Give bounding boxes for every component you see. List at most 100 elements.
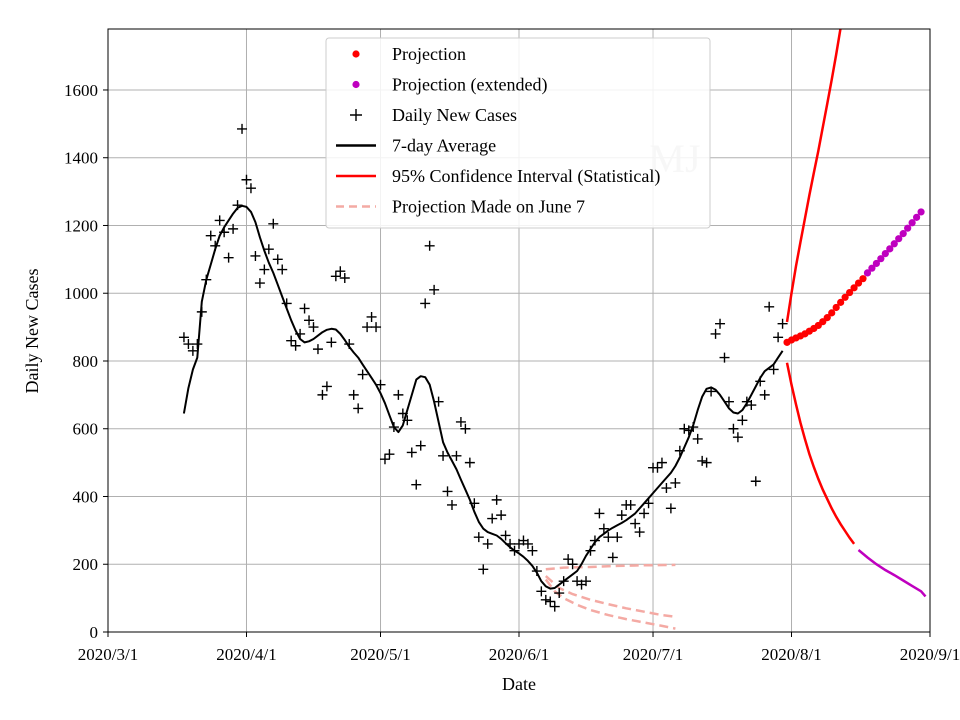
- daily-case-point: [446, 499, 457, 510]
- y-tick-label: 1400: [64, 149, 98, 168]
- y-tick-label: 800: [73, 352, 99, 371]
- daily-case-point: [187, 345, 198, 356]
- daily-case-point: [710, 328, 721, 339]
- y-tick-label: 1600: [64, 81, 98, 100]
- daily-case-point: [643, 498, 654, 509]
- daily-case-point: [715, 318, 726, 329]
- daily-case-point: [268, 218, 279, 229]
- daily-case-point: [210, 240, 221, 251]
- ci-upper-line: [785, 29, 842, 323]
- daily-case-point: [473, 532, 484, 543]
- daily-case-point: [773, 332, 784, 343]
- daily-case-point: [567, 559, 578, 570]
- daily-case-point: [688, 422, 699, 433]
- daily-case-point: [286, 335, 297, 346]
- x-tick-label: 2020/7/1: [623, 645, 683, 664]
- daily-case-point: [460, 423, 471, 434]
- daily-case-point: [397, 408, 408, 419]
- daily-case-point: [375, 379, 386, 390]
- daily-case-point: [241, 174, 252, 185]
- ci-lower-extended-line: [857, 549, 927, 598]
- projection-point: [828, 309, 836, 317]
- projection-extended-point: [881, 250, 889, 258]
- daily-case-point: [183, 339, 194, 350]
- daily-case-point: [192, 339, 203, 350]
- daily-case-point: [540, 594, 551, 605]
- projection-extended-point: [863, 269, 872, 277]
- projection-extended-point: [912, 213, 921, 221]
- daily-case-point: [634, 527, 645, 538]
- y-tick-label: 0: [90, 623, 99, 642]
- daily-case-point: [603, 532, 614, 543]
- y-axis-label: Daily New Cases: [22, 269, 42, 394]
- daily-case-point: [536, 586, 547, 597]
- daily-case-point: [237, 123, 248, 134]
- daily-case-point: [330, 271, 341, 282]
- daily-case-point: [232, 200, 243, 211]
- daily-case-point: [527, 545, 538, 556]
- daily-case-point: [321, 381, 332, 392]
- daily-case-point: [505, 538, 516, 549]
- daily-case-point: [214, 215, 225, 226]
- daily-case-point: [625, 499, 636, 510]
- legend-label: Projection Made on June 7: [392, 197, 585, 217]
- daily-case-point: [728, 423, 739, 434]
- daily-case-point: [335, 266, 346, 277]
- daily-case-point: [656, 457, 667, 468]
- daily-case-point: [196, 306, 207, 317]
- x-tick-label: 2020/4/1: [216, 645, 276, 664]
- daily-case-point: [312, 344, 323, 355]
- daily-case-point: [581, 576, 592, 587]
- daily-case-point: [250, 250, 261, 261]
- daily-case-point: [777, 318, 788, 329]
- daily-case-point: [549, 601, 560, 612]
- daily-case-point: [263, 244, 274, 255]
- x-tick-label: 2020/9/1: [900, 645, 960, 664]
- daily-case-point: [281, 298, 292, 309]
- daily-new-cases-series: [178, 123, 788, 612]
- x-tick-label: 2020/8/1: [761, 645, 821, 664]
- daily-case-point: [442, 486, 453, 497]
- daily-case-point: [259, 264, 270, 275]
- daily-case-point: [607, 552, 618, 563]
- daily-case-point: [545, 596, 556, 607]
- daily-case-point: [589, 535, 600, 546]
- daily-case-point: [554, 588, 565, 599]
- projection-point: [823, 314, 831, 322]
- projection-point: [854, 279, 863, 287]
- daily-case-point: [420, 298, 431, 309]
- projection-extended-point: [890, 240, 898, 248]
- daily-case-point: [424, 240, 435, 251]
- daily-case-point: [353, 403, 364, 414]
- daily-case-point: [612, 532, 623, 543]
- projection-point: [832, 303, 840, 312]
- daily-case-point: [491, 494, 502, 505]
- daily-case-point: [531, 566, 542, 577]
- daily-case-point: [357, 369, 368, 380]
- x-tick-label: 2020/3/1: [78, 645, 138, 664]
- daily-case-point: [661, 483, 672, 494]
- daily-case-point: [178, 332, 189, 343]
- daily-case-point: [205, 230, 216, 241]
- daily-case-point: [379, 454, 390, 465]
- daily-case-point: [665, 503, 676, 514]
- x-tick-label: 2020/6/1: [489, 645, 549, 664]
- projection-extended-point: [904, 224, 912, 232]
- daily-case-point: [598, 523, 609, 534]
- daily-case-point: [750, 476, 761, 487]
- daily-case-point: [326, 337, 337, 348]
- projection-extended-point: [899, 230, 907, 238]
- daily-case-point: [469, 498, 480, 509]
- daily-case-point: [732, 432, 743, 443]
- daily-case-point: [455, 416, 466, 427]
- ci-lower-line: [785, 362, 856, 545]
- legend-plus-swatch: [350, 109, 362, 121]
- daily-case-point: [558, 576, 569, 587]
- projection-extended-point: [908, 219, 916, 227]
- daily-case-point: [723, 396, 734, 407]
- daily-case-point: [384, 449, 395, 460]
- daily-case-point: [719, 352, 730, 363]
- legend-label: Daily New Cases: [392, 105, 517, 125]
- y-tick-label: 1200: [64, 216, 98, 235]
- legend-box: [325, 37, 711, 229]
